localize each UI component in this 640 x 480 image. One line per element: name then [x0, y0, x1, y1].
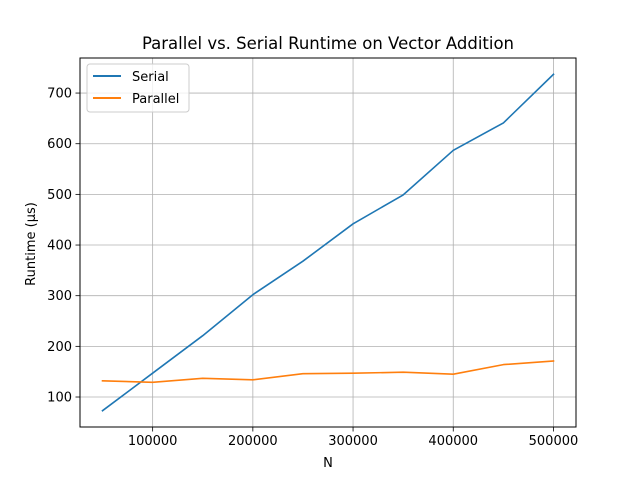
y-tick-label: 100 [47, 391, 72, 406]
axes-frame [79, 57, 577, 428]
y-tick-label: 700 [47, 87, 72, 102]
y-tick-label: 300 [47, 289, 72, 304]
legend-label-parallel: Parallel [132, 92, 179, 107]
x-axis-label: N [323, 456, 333, 471]
x-tick-label: 300000 [328, 434, 378, 449]
legend-label-serial: Serial [132, 70, 169, 85]
legend: Serial Parallel [86, 63, 190, 113]
x-tick-label: 500000 [529, 434, 579, 449]
chart-title: Parallel vs. Serial Runtime on Vector Ad… [142, 34, 514, 53]
axis-ticks: 100000 200000 300000 400000 500000 100 200 300 4… [47, 87, 578, 449]
y-tick-label: 400 [47, 239, 72, 254]
y-tick-label: 200 [47, 340, 72, 355]
y-tick-label: 600 [47, 137, 72, 152]
grid-lines [80, 58, 576, 427]
y-tick-label: 500 [47, 188, 72, 203]
series-line-parallel [101, 360, 555, 384]
x-tick-label: 400000 [428, 434, 478, 449]
x-tick-label: 200000 [228, 434, 278, 449]
y-axis-label: Runtime (μs) [24, 202, 39, 286]
series-lines [101, 73, 555, 412]
series-line-serial [101, 73, 555, 412]
x-tick-label: 100000 [128, 434, 178, 449]
